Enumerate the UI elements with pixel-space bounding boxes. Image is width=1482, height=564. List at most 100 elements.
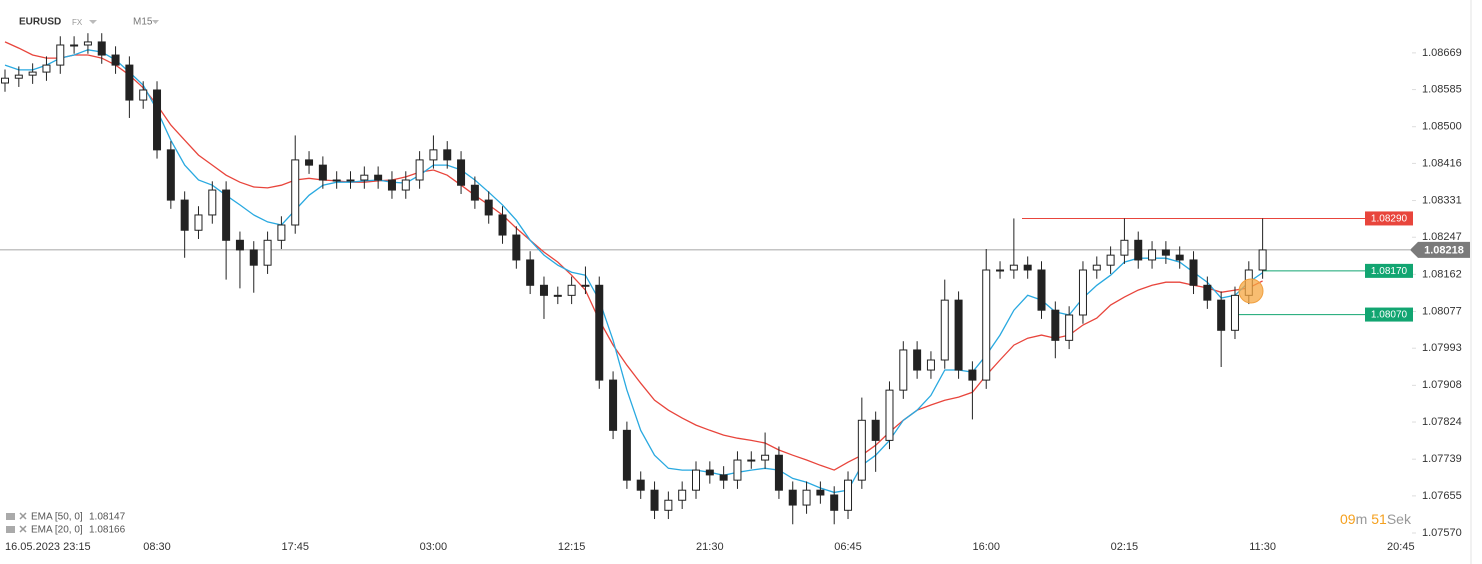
candle-body bbox=[111, 54, 120, 66]
candle-body bbox=[733, 459, 742, 481]
candle-body bbox=[622, 429, 631, 481]
symbol[interactable]: EURUSD bbox=[19, 17, 61, 28]
candle-body bbox=[954, 299, 963, 371]
legend: EMA [50, 0] 1.08147 EMA [20, 0] 1.08166 bbox=[6, 512, 126, 536]
candle-body bbox=[153, 89, 162, 151]
candle-body bbox=[484, 199, 493, 216]
candle-body bbox=[857, 419, 866, 481]
candle-body bbox=[871, 419, 880, 441]
countdown: 09m 51Sek bbox=[1340, 511, 1412, 527]
y-tick-label: 1.08416 bbox=[1422, 157, 1462, 169]
candle-body bbox=[249, 249, 258, 266]
y-tick-label: 1.08077 bbox=[1422, 305, 1462, 317]
candle-body bbox=[318, 164, 327, 181]
x-tick-label: 02:15 bbox=[1111, 541, 1139, 553]
current-price-box bbox=[1410, 241, 1470, 258]
candle-body bbox=[360, 174, 369, 181]
x-tick-label: 03:00 bbox=[420, 541, 448, 553]
candle-body bbox=[457, 159, 466, 186]
candle-body bbox=[664, 499, 673, 511]
candle-body bbox=[194, 214, 203, 231]
event-marker[interactable] bbox=[1238, 278, 1264, 304]
candle-body bbox=[332, 179, 341, 182]
candle-body bbox=[719, 474, 728, 481]
remove-icon[interactable] bbox=[19, 512, 27, 520]
candle-body bbox=[401, 179, 410, 191]
legend-value: 1.08147 bbox=[89, 512, 126, 523]
x-tick-label: 06:45 bbox=[834, 541, 862, 553]
candle-body bbox=[512, 234, 521, 261]
legend-icon[interactable] bbox=[6, 526, 15, 533]
dropdown-icon[interactable] bbox=[152, 20, 159, 24]
y-tick-label: 1.07739 bbox=[1422, 453, 1462, 465]
candle-body bbox=[14, 74, 23, 79]
candle-body bbox=[1106, 254, 1115, 266]
candle-body bbox=[291, 159, 300, 226]
candle-body bbox=[470, 184, 479, 201]
candle-body bbox=[1189, 259, 1198, 286]
candle-body bbox=[1120, 239, 1129, 256]
y-tick-label: 1.07993 bbox=[1422, 342, 1462, 354]
candle-body bbox=[1051, 309, 1060, 341]
candle-body bbox=[1161, 249, 1170, 256]
candle-body bbox=[387, 179, 396, 191]
candle-body bbox=[1230, 294, 1239, 331]
level-label-box bbox=[1365, 263, 1413, 278]
y-tick-label: 1.08331 bbox=[1422, 194, 1462, 206]
candle-body bbox=[982, 269, 991, 381]
legend-icon[interactable] bbox=[6, 513, 15, 520]
candle-body bbox=[83, 41, 92, 46]
candle-body bbox=[1203, 284, 1212, 301]
candle-body bbox=[1065, 314, 1074, 341]
candle-body bbox=[1, 77, 9, 84]
interval[interactable]: M15 bbox=[133, 17, 153, 28]
candle-body bbox=[28, 71, 37, 76]
dropdown-icon[interactable] bbox=[89, 20, 97, 24]
candle-body bbox=[222, 189, 231, 241]
candle-body bbox=[816, 489, 825, 496]
candle-body bbox=[913, 349, 922, 371]
candle-body bbox=[166, 149, 175, 201]
candle-body bbox=[885, 389, 894, 441]
candle-body bbox=[968, 369, 977, 381]
x-tick-label: 08:30 bbox=[143, 541, 171, 553]
candle-body bbox=[526, 259, 535, 286]
candle-body bbox=[263, 239, 272, 266]
candle-body bbox=[1037, 269, 1046, 311]
candle-body bbox=[139, 89, 148, 101]
candle-body bbox=[940, 299, 949, 361]
candle-body bbox=[774, 454, 783, 491]
candle-body bbox=[443, 149, 452, 161]
candle-body bbox=[844, 479, 853, 511]
candle-body bbox=[567, 284, 576, 296]
candle-body bbox=[498, 214, 507, 236]
x-tick-label: 21:30 bbox=[696, 541, 724, 553]
candle-body bbox=[429, 149, 438, 161]
legend-value: 1.08166 bbox=[89, 525, 126, 536]
candle-body bbox=[636, 479, 645, 491]
candle-body bbox=[374, 174, 383, 181]
candle-body bbox=[1078, 269, 1087, 316]
candle-body bbox=[747, 459, 756, 462]
candle-body bbox=[926, 359, 935, 371]
candle-body bbox=[235, 239, 244, 251]
candle-body bbox=[830, 494, 839, 511]
y-tick-label: 1.08247 bbox=[1422, 231, 1462, 243]
current-price-label: 1.08218 bbox=[1424, 244, 1464, 256]
countdown-seconds: 51 bbox=[1371, 511, 1387, 527]
x-tick-label: 17:45 bbox=[281, 541, 309, 553]
y-tick-label: 1.08669 bbox=[1422, 47, 1462, 59]
countdown-unit: m bbox=[1356, 511, 1368, 527]
remove-icon[interactable] bbox=[19, 525, 27, 533]
candle-body bbox=[1134, 239, 1143, 261]
candle-body bbox=[678, 489, 687, 501]
candle-body bbox=[609, 379, 618, 431]
candle-body bbox=[705, 469, 714, 476]
legend-name: EMA [20, 0] bbox=[31, 525, 83, 536]
candle-body bbox=[1258, 249, 1267, 271]
candle-body bbox=[1023, 264, 1032, 271]
candle-body bbox=[180, 199, 189, 231]
y-tick-label: 1.08585 bbox=[1422, 83, 1462, 95]
countdown-unit: Sek bbox=[1387, 511, 1412, 527]
